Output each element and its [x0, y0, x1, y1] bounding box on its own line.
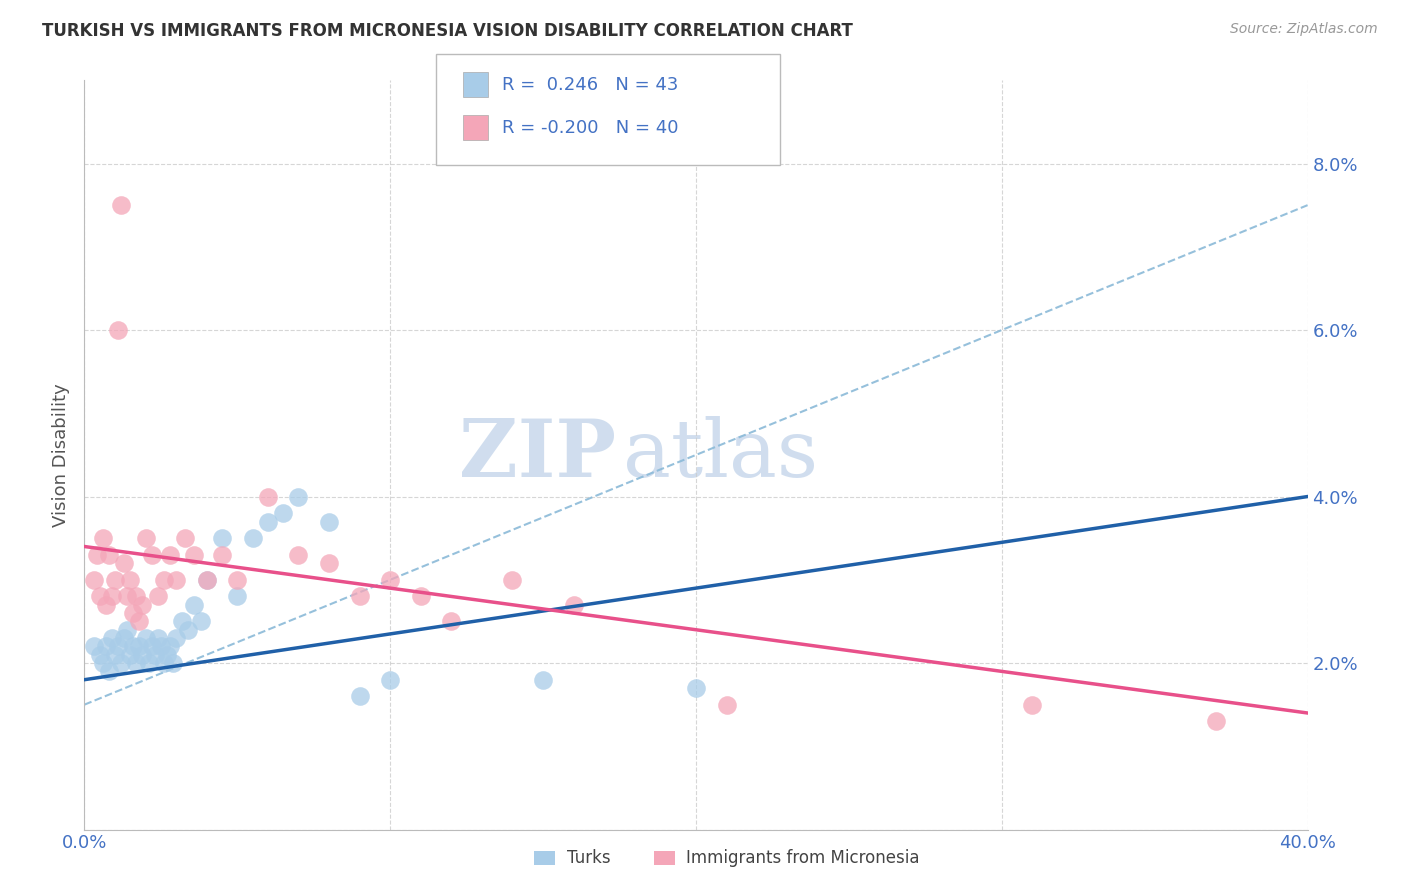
- Point: [153, 656, 176, 670]
- Point: [83, 640, 105, 654]
- Point: [101, 590, 124, 604]
- Point: [162, 656, 184, 670]
- Point: [89, 648, 111, 662]
- Point: [318, 515, 340, 529]
- Point: [83, 573, 105, 587]
- Point: [112, 631, 135, 645]
- Point: [112, 556, 135, 570]
- Point: [380, 573, 402, 587]
- Point: [211, 531, 233, 545]
- Point: [190, 615, 212, 629]
- Text: atlas: atlas: [623, 416, 818, 494]
- Point: [141, 548, 163, 562]
- Point: [120, 648, 142, 662]
- Point: [122, 640, 145, 654]
- Point: [440, 615, 463, 629]
- Point: [195, 573, 218, 587]
- Point: [135, 531, 157, 545]
- Point: [143, 648, 166, 662]
- Point: [104, 573, 127, 587]
- Point: [174, 531, 197, 545]
- Point: [1021, 698, 1043, 712]
- Point: [153, 573, 176, 587]
- Point: [172, 615, 194, 629]
- Text: R = -0.200   N = 40: R = -0.200 N = 40: [502, 119, 679, 136]
- Point: [380, 673, 402, 687]
- Point: [318, 556, 340, 570]
- Point: [97, 548, 120, 562]
- Point: [138, 656, 160, 670]
- Point: [257, 490, 280, 504]
- Point: [135, 631, 157, 645]
- Point: [110, 656, 132, 670]
- Text: R =  0.246   N = 43: R = 0.246 N = 43: [502, 76, 678, 94]
- Text: Source: ZipAtlas.com: Source: ZipAtlas.com: [1230, 22, 1378, 37]
- Point: [502, 573, 524, 587]
- Point: [287, 548, 309, 562]
- Point: [271, 506, 294, 520]
- Point: [242, 531, 264, 545]
- Point: [349, 590, 371, 604]
- Point: [131, 598, 153, 612]
- Point: [226, 590, 249, 604]
- Point: [146, 590, 169, 604]
- Text: TURKISH VS IMMIGRANTS FROM MICRONESIA VISION DISABILITY CORRELATION CHART: TURKISH VS IMMIGRANTS FROM MICRONESIA VI…: [42, 22, 853, 40]
- Point: [107, 323, 129, 337]
- Y-axis label: Vision Disability: Vision Disability: [52, 383, 70, 527]
- Point: [165, 573, 187, 587]
- Point: [211, 548, 233, 562]
- Point: [97, 665, 120, 679]
- Point: [1205, 714, 1227, 729]
- Point: [226, 573, 249, 587]
- Point: [122, 606, 145, 620]
- Point: [120, 573, 142, 587]
- Point: [128, 640, 150, 654]
- Point: [183, 548, 205, 562]
- Point: [89, 590, 111, 604]
- Point: [125, 590, 148, 604]
- Point: [91, 531, 114, 545]
- Point: [101, 631, 124, 645]
- Point: [195, 573, 218, 587]
- Point: [94, 598, 117, 612]
- Point: [156, 648, 179, 662]
- Text: Immigrants from Micronesia: Immigrants from Micronesia: [686, 849, 920, 867]
- Point: [159, 640, 181, 654]
- Point: [165, 631, 187, 645]
- Point: [141, 640, 163, 654]
- Point: [349, 690, 371, 704]
- Point: [159, 548, 181, 562]
- Point: [86, 548, 108, 562]
- Text: Turks: Turks: [567, 849, 610, 867]
- Point: [115, 590, 138, 604]
- Point: [104, 648, 127, 662]
- Point: [146, 631, 169, 645]
- Point: [257, 515, 280, 529]
- Point: [115, 623, 138, 637]
- Point: [716, 698, 738, 712]
- Point: [562, 598, 585, 612]
- Point: [94, 640, 117, 654]
- Point: [177, 623, 200, 637]
- Point: [91, 656, 114, 670]
- Point: [409, 590, 432, 604]
- Point: [183, 598, 205, 612]
- Point: [685, 681, 707, 695]
- Point: [125, 656, 148, 670]
- Point: [531, 673, 554, 687]
- Text: ZIP: ZIP: [460, 416, 616, 494]
- Point: [149, 640, 172, 654]
- Point: [128, 615, 150, 629]
- Point: [110, 198, 132, 212]
- Point: [287, 490, 309, 504]
- Point: [131, 648, 153, 662]
- Point: [107, 640, 129, 654]
